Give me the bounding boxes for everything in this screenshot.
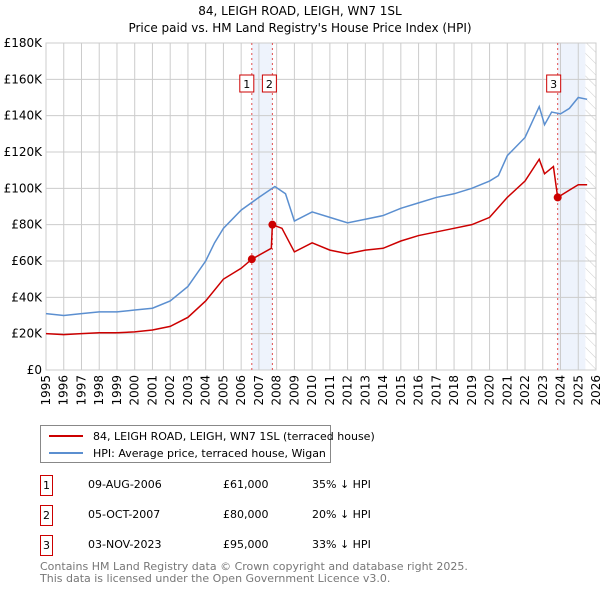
chart-title: 84, LEIGH ROAD, LEIGH, WN7 1SL	[198, 4, 402, 18]
x-tick-label: 2003	[181, 375, 195, 406]
sale-number-label: 1	[243, 78, 250, 91]
y-tick-label: £40K	[11, 290, 43, 304]
sale-number: 2	[40, 505, 53, 526]
chart-svg: 84, LEIGH ROAD, LEIGH, WN7 1SL Price pai…	[4, 4, 600, 406]
chart-subtitle: Price paid vs. HM Land Registry's House …	[128, 21, 471, 35]
sale-hpi-diff: 20% ↓ HPI	[312, 508, 371, 521]
x-tick-label: 2013	[358, 375, 372, 406]
sale-price: £95,000	[223, 538, 269, 551]
legend: 84, LEIGH ROAD, LEIGH, WN7 1SL (terraced…	[40, 425, 375, 463]
legend-label: HPI: Average price, terraced house, Wiga…	[93, 446, 326, 460]
x-tick-label: 2016	[412, 375, 426, 406]
y-tick-label: £60K	[11, 254, 43, 268]
sale-number-box	[546, 74, 562, 93]
sale-date: 05-OCT-2007	[88, 508, 161, 521]
x-tick-label: 2018	[447, 375, 461, 406]
x-tick-label: 2004	[199, 375, 213, 406]
x-tick-label: 2017	[429, 375, 443, 406]
x-tick-label: 2020	[483, 375, 497, 406]
y-tick-label: £20K	[11, 327, 43, 341]
sale-number-box	[239, 74, 255, 93]
sale-hpi-diff: 33% ↓ HPI	[312, 538, 371, 551]
sale-number-box	[261, 74, 277, 93]
legend-swatch-red	[49, 435, 83, 437]
y-tick-label: £0	[27, 363, 42, 377]
shaded-region	[251, 43, 273, 370]
x-tick-label: 2010	[305, 375, 319, 406]
property-price-line	[45, 157, 588, 336]
sale-number: 1	[40, 475, 53, 496]
x-tick-label: 2024	[554, 375, 568, 406]
sale-number-label: 2	[266, 78, 273, 91]
x-tick-label: 2008	[270, 375, 284, 406]
x-tick-label: 2001	[145, 375, 159, 406]
shaded-region	[557, 43, 586, 370]
x-tick-label: 1995	[39, 375, 53, 406]
x-tick-label: 2015	[394, 375, 408, 406]
x-tick-label: 1998	[92, 375, 106, 406]
x-tick-label: 2025	[571, 375, 585, 406]
footer-line-2: This data is licensed under the Open Gov…	[40, 572, 391, 585]
x-tick-label: 1996	[57, 375, 71, 406]
y-tick-label: £140K	[4, 109, 44, 123]
sale-date: 09-AUG-2006	[88, 478, 162, 491]
sale-row: 1 09-AUG-2006 £61,000 35% ↓ HPI	[40, 475, 440, 496]
y-tick-label: £100K	[4, 181, 44, 195]
forecast-hatch	[585, 43, 596, 370]
legend-label: 84, LEIGH ROAD, LEIGH, WN7 1SL (terraced…	[93, 429, 375, 443]
x-tick-label: 2011	[323, 375, 337, 406]
x-tick-label: 2026	[589, 375, 600, 406]
x-tick-label: 2000	[128, 375, 142, 406]
y-tick-label: £120K	[4, 145, 44, 159]
sale-point	[268, 220, 277, 229]
x-tick-label: 2014	[376, 375, 390, 406]
x-tick-label: 2023	[536, 375, 550, 406]
x-tick-label: 2021	[500, 375, 514, 406]
sale-row: 3 03-NOV-2023 £95,000 33% ↓ HPI	[40, 535, 440, 556]
x-tick-label: 2005	[216, 375, 230, 406]
x-tick-label: 2019	[465, 375, 479, 406]
x-tick-label: 2006	[234, 375, 248, 406]
x-tick-label: 2022	[518, 375, 532, 406]
x-tick-label: 1997	[74, 375, 88, 406]
sale-row: 2 05-OCT-2007 £80,000 20% ↓ HPI	[40, 505, 440, 526]
sale-number-label: 3	[550, 78, 557, 91]
legend-swatch-blue	[49, 452, 83, 454]
y-tick-label: £80K	[11, 218, 43, 232]
sale-number: 3	[40, 535, 53, 556]
y-tick-label: £180K	[4, 36, 44, 50]
sale-point	[247, 255, 256, 264]
x-tick-label: 2007	[252, 375, 266, 406]
plot-border	[45, 42, 597, 371]
sale-price: £61,000	[223, 478, 269, 491]
sale-point	[553, 193, 562, 202]
x-tick-label: 2009	[287, 375, 301, 406]
footer-line-1: Contains HM Land Registry data © Crown c…	[40, 560, 468, 573]
sale-date: 03-NOV-2023	[88, 538, 162, 551]
footer: Contains HM Land Registry data © Crown c…	[40, 561, 468, 585]
y-tick-label: £160K	[4, 72, 44, 86]
sale-price: £80,000	[223, 508, 269, 521]
legend-item-hpi: HPI: Average price, terraced house, Wiga…	[49, 445, 326, 461]
sale-hpi-diff: 35% ↓ HPI	[312, 478, 371, 491]
x-tick-label: 2002	[163, 375, 177, 406]
legend-item-property: 84, LEIGH ROAD, LEIGH, WN7 1SL (terraced…	[49, 428, 375, 444]
hpi-line	[45, 96, 588, 317]
x-tick-label: 2012	[341, 375, 355, 406]
x-tick-label: 1999	[110, 375, 124, 406]
